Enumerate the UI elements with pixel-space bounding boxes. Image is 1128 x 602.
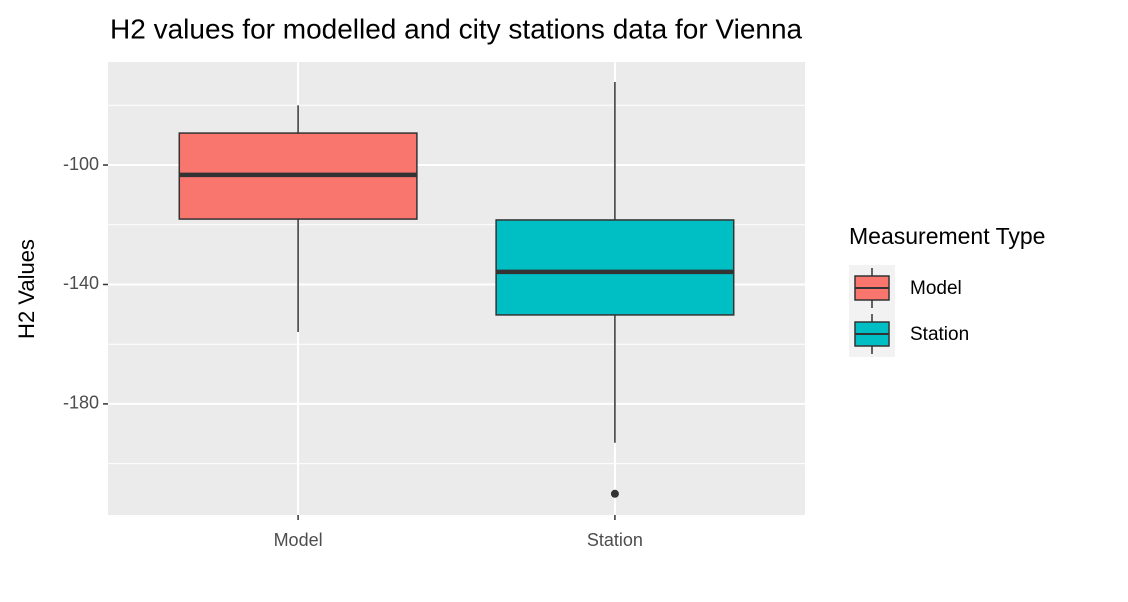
x-tick-label: Station xyxy=(587,530,643,550)
y-tick-label: -140 xyxy=(63,273,99,293)
outlier xyxy=(610,489,619,498)
chart-title: H2 values for modelled and city stations… xyxy=(110,13,803,44)
box xyxy=(495,219,735,316)
y-axis-label: H2 Values xyxy=(14,239,39,339)
y-tick-label: -180 xyxy=(63,393,99,413)
y-tick-label: -100 xyxy=(63,154,99,174)
x-tick-label: Model xyxy=(274,530,323,550)
legend-title: Measurement Type xyxy=(849,223,1045,249)
legend-label: Station xyxy=(910,324,969,345)
legend-label: Model xyxy=(910,278,962,299)
